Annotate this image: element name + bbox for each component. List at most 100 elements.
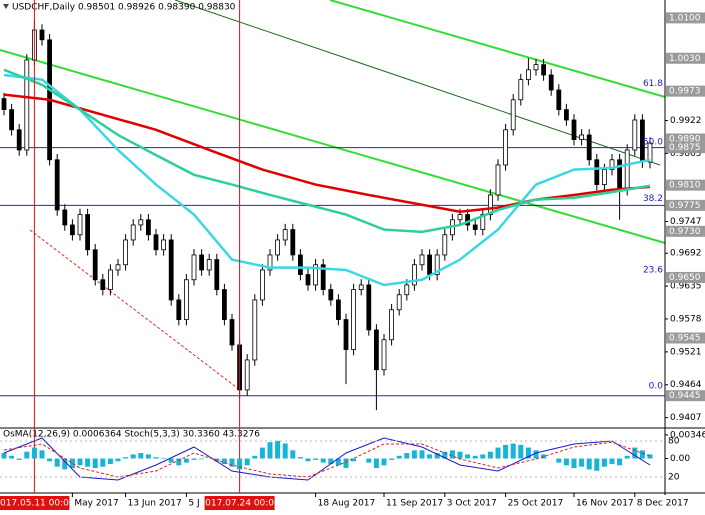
candle-body <box>313 264 319 286</box>
candle-body <box>161 239 167 251</box>
candle-body <box>244 359 250 391</box>
level-label: 0.9445 <box>669 391 701 401</box>
candle-body <box>335 299 341 320</box>
osma-bar <box>510 443 516 459</box>
osma-bar <box>609 458 615 464</box>
osma-bar <box>533 450 539 459</box>
candle-body <box>632 119 638 151</box>
level-label-box <box>666 332 705 344</box>
moving-average <box>3 93 651 213</box>
osma-bar <box>161 457 167 459</box>
osma-bar <box>115 458 121 462</box>
osma-bar <box>404 453 410 459</box>
candle-body <box>115 264 121 271</box>
osma-bar <box>54 458 60 467</box>
candle-body <box>351 289 357 350</box>
osma-bar <box>328 458 334 464</box>
candle-body <box>526 69 531 81</box>
candle-body <box>465 214 471 226</box>
osma-bar <box>199 458 205 460</box>
osma-bar <box>518 444 524 459</box>
osma-bar <box>487 451 493 459</box>
candle-body <box>480 214 486 230</box>
candle-body <box>206 259 212 271</box>
osma-bar <box>145 454 151 459</box>
candle-body <box>123 239 128 266</box>
candle-body <box>153 234 159 251</box>
fib-label: 23.6 <box>643 265 663 275</box>
osma-bar <box>252 455 258 459</box>
candle-body <box>487 194 493 215</box>
candle-body <box>571 119 577 140</box>
candle-body <box>305 274 311 286</box>
osma-bar <box>320 458 326 463</box>
channel-line <box>329 0 666 98</box>
candle-body <box>267 254 273 271</box>
osma-bar <box>168 458 174 463</box>
osma-bar <box>24 451 30 459</box>
candle-body <box>366 284 372 331</box>
osma-bar <box>237 458 243 470</box>
stoch-line <box>3 437 651 481</box>
y-tick-label: 0.9922 <box>670 116 702 126</box>
osma-bar <box>601 458 607 467</box>
osma-tick-label: 0.003461 <box>670 430 705 440</box>
y-tick-label: 0.9407 <box>670 413 702 423</box>
indicator-title: OsMA(12,26,9) 0.0006364 Stoch(5,3,3) 30.… <box>3 430 260 440</box>
trend-line <box>29 229 241 391</box>
osma-bar <box>153 457 159 459</box>
candle-body <box>252 299 258 361</box>
level-label: 1.0100 <box>669 13 701 23</box>
osma-bar <box>130 454 136 459</box>
level-label-box <box>666 12 705 24</box>
candle-body <box>24 59 30 151</box>
channel-line <box>174 0 661 166</box>
candle-body <box>138 219 144 226</box>
candle-body <box>358 284 364 290</box>
x-tick-label: May 2017 <box>74 499 118 509</box>
osma-bar <box>297 457 303 459</box>
osma-bar <box>100 458 106 467</box>
level-label-box <box>666 133 705 145</box>
osma-bar <box>632 447 638 459</box>
menu-icon <box>3 4 9 9</box>
candle-body <box>62 209 68 226</box>
osma-bar <box>176 458 182 466</box>
level-label-box <box>666 199 705 211</box>
candle-body <box>556 89 562 110</box>
osma-bar <box>9 455 15 459</box>
candle-body <box>533 64 539 71</box>
candle-body <box>518 79 524 101</box>
candle-body <box>624 149 630 191</box>
level-label-box <box>666 85 705 97</box>
candle-body <box>259 269 265 301</box>
stoch-line <box>3 441 651 478</box>
osma-bar <box>221 458 227 464</box>
chart-title: USDCHF,Daily 0.98501 0.98926 0.98390 0.9… <box>12 3 236 13</box>
osma-bar <box>480 454 486 459</box>
candle-body <box>214 259 220 290</box>
candle-body <box>130 224 136 241</box>
osma-bar <box>427 454 433 459</box>
osma-bar <box>282 443 288 459</box>
osma-bar <box>579 458 585 467</box>
date-marker-label: 2017.07.24 00:00 <box>199 499 280 509</box>
moving-average <box>3 68 651 234</box>
candle-body <box>39 29 45 41</box>
date-marker-box <box>204 496 275 510</box>
osma-bar <box>290 450 296 459</box>
level-label: 0.9775 <box>669 201 701 211</box>
candle-body <box>92 249 98 281</box>
osma-bar <box>472 455 478 459</box>
date-marker-label: 2017.05.11 00:00 <box>0 499 75 509</box>
level-label-box <box>666 142 705 154</box>
candle-body <box>548 74 554 91</box>
osma-bar <box>85 458 91 467</box>
fib-label: 50.0 <box>643 137 663 147</box>
candle-body <box>647 142 653 163</box>
osma-bar <box>107 458 113 464</box>
osma-bar <box>47 458 53 462</box>
osma-bar <box>563 458 569 466</box>
osma-bar <box>39 450 45 459</box>
candle-body <box>541 64 546 76</box>
